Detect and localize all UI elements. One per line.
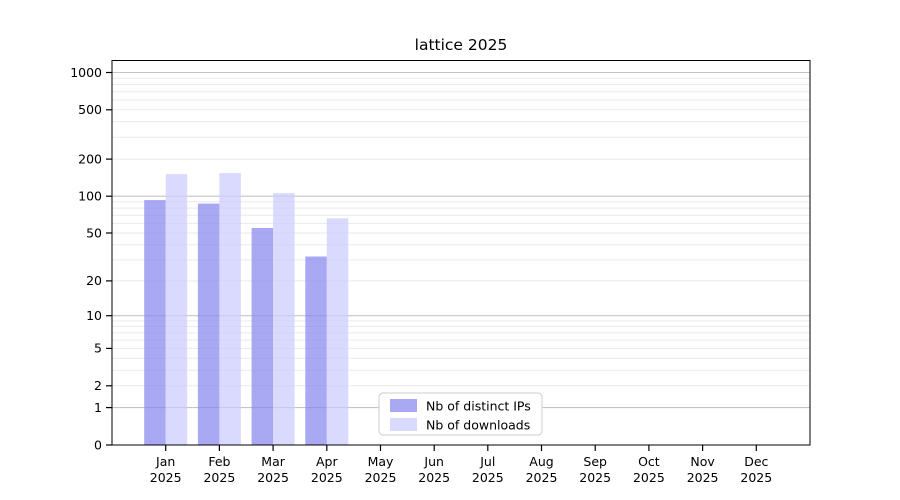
x-axis-tick-year-sep: 2025 [579,470,611,485]
y-axis-tick-label-1: 1 [94,400,102,415]
bar-feb-downloads [219,173,241,445]
legend: Nb of distinct IPs Nb of downloads [378,392,543,436]
x-axis-tick-year-dec: 2025 [740,470,772,485]
x-axis-tick-year-jun: 2025 [418,470,450,485]
bar-mar-downloads [273,193,295,445]
x-axis-tick-month-jan: Jan [155,454,175,469]
legend-swatch-downloads [390,418,417,431]
y-axis-tick-label-50: 50 [86,225,102,240]
legend-swatch-distinct-ips [390,399,417,412]
x-axis-tick-year-mar: 2025 [257,470,289,485]
legend-label-downloads: Nb of downloads [426,418,530,433]
x-axis-tick-year-jan: 2025 [150,470,182,485]
bar-jan-downloads [165,174,188,445]
bars-layer [144,173,349,445]
x-axis-tick-month-sep: Sep [583,454,607,469]
bar-apr-downloads [326,218,349,445]
x-axis-tick-month-feb: Feb [208,454,230,469]
x-axis-tick-year-oct: 2025 [633,470,665,485]
x-axis-tick-month-may: May [368,454,394,469]
x-axis-tick-month-dec: Dec [744,454,768,469]
y-axis-tick-label-1000: 1000 [70,65,102,80]
x-axis-tick-month-jul: Jul [479,454,495,469]
y-axis-tick-label-200: 200 [78,151,102,166]
y-axis-tick-label-10: 10 [86,308,102,323]
x-axis-tick-month-jun: Jun [423,454,444,469]
x-axis-tick-month-aug: Aug [529,454,553,469]
y-axis-tick-label-20: 20 [86,273,102,288]
bar-apr-distinct-ips [305,256,327,445]
x-axis-tick-month-nov: Nov [690,454,715,469]
chart-title: lattice 2025 [415,36,508,54]
y-axis-tick-label-2: 2 [94,378,102,393]
y-axis-tick-label-100: 100 [78,189,102,204]
x-axis-tick-month-apr: Apr [316,454,338,469]
legend-label-distinct-ips: Nb of distinct IPs [426,399,531,414]
x-axis-tick-year-jul: 2025 [472,470,504,485]
axes-layer: 01251020501002005001000Jan2025Feb2025Mar… [70,60,811,485]
y-axis-tick-label-500: 500 [78,102,102,117]
bar-feb-distinct-ips [197,203,220,445]
x-axis-tick-month-oct: Oct [638,454,660,469]
legend-box [378,392,543,436]
bar-mar-distinct-ips [251,228,274,445]
x-axis-tick-year-apr: 2025 [311,470,343,485]
plot-border [111,60,811,446]
y-axis-tick-label-5: 5 [94,341,102,356]
x-axis-tick-year-feb: 2025 [203,470,235,485]
x-axis-tick-year-aug: 2025 [526,470,558,485]
x-axis-tick-year-may: 2025 [365,470,397,485]
y-axis-tick-label-0: 0 [94,437,102,452]
bar-jan-distinct-ips [144,200,166,445]
x-axis-tick-year-nov: 2025 [687,470,719,485]
x-axis-tick-month-mar: Mar [261,454,285,469]
